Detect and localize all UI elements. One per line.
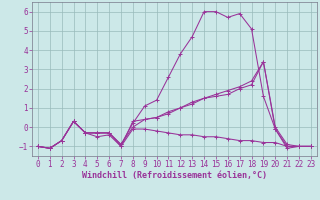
X-axis label: Windchill (Refroidissement éolien,°C): Windchill (Refroidissement éolien,°C) bbox=[82, 171, 267, 180]
